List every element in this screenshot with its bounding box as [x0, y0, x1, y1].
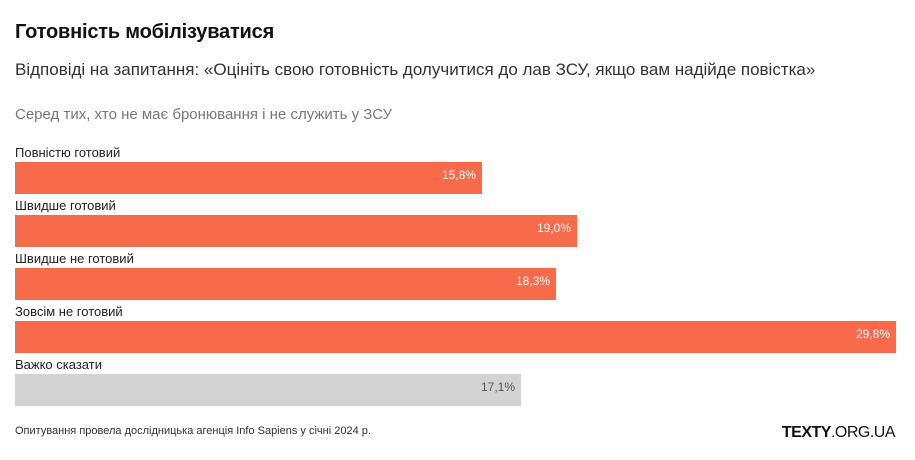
bar-row: Швидше готовий 19,0% [15, 196, 905, 249]
bar-value-label: 17,1% [480, 380, 515, 394]
chart-subtitle: Відповіді на запитання: «Оцініть свою го… [15, 60, 816, 79]
bar: 15,8% [15, 162, 482, 194]
chart-note: Серед тих, хто не має бронювання і не сл… [15, 106, 393, 123]
bar-value-label: 19,0% [536, 221, 571, 235]
category-label: Швидше не готовий [15, 251, 134, 266]
bar-row: Швидше не готовий 18,3% [15, 249, 905, 302]
bar-row: Зовсім не готовий 29,8% [15, 302, 905, 355]
category-label: Повністю готовий [15, 145, 121, 160]
category-label: Зовсім не готовий [15, 304, 123, 319]
bar-value-label: 15,8% [441, 168, 476, 182]
bar: 18,3% [15, 268, 556, 300]
texty-logo: TEXTY.ORG.UA [781, 424, 896, 442]
bar-value-label: 18,3% [515, 274, 550, 288]
category-label: Швидше готовий [15, 198, 116, 213]
bar-chart: Повністю готовий 15,8% Швидше готовий 19,0%… [15, 143, 905, 413]
bar-row: Важко сказати 17,1% [15, 355, 905, 408]
chart-title: Готовність мобілізуватися [15, 21, 275, 43]
logo-rest: .ORG.UA [830, 424, 896, 441]
bar-row: Повністю готовий 15,8% [15, 143, 905, 196]
logo-bold: TEXTY [781, 424, 832, 441]
bar: 19,0% [15, 215, 577, 247]
bar: 29,8% [15, 321, 896, 353]
source-note: Опитування провела дослідницька агенція … [15, 425, 371, 437]
bar: 17,1% [15, 374, 521, 406]
bar-value-label: 29,8% [855, 327, 890, 341]
category-label: Важко сказати [15, 357, 102, 372]
